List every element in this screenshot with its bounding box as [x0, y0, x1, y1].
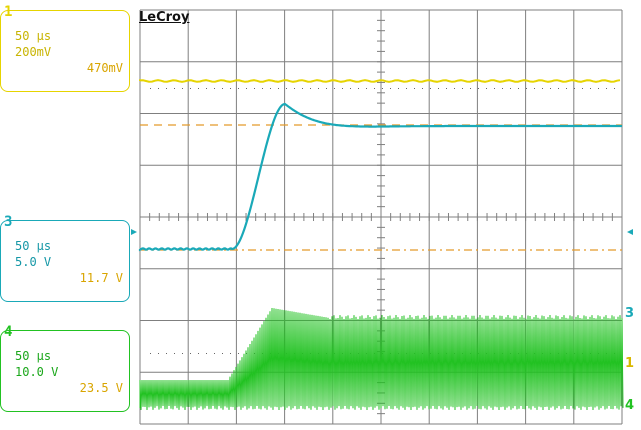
dot-mark: [390, 88, 391, 89]
channel-1-offset: 470mV: [86, 61, 123, 75]
dot-mark: [470, 88, 471, 89]
dot-mark: [574, 88, 575, 89]
dot-mark: [150, 353, 151, 354]
dot-mark: [550, 88, 551, 89]
dot-mark: [414, 88, 415, 89]
dot-mark: [446, 88, 447, 89]
dot-mark: [262, 88, 263, 89]
dot-mark: [334, 88, 335, 89]
dot-mark: [614, 88, 615, 89]
dot-mark: [198, 353, 199, 354]
right-marker-ch4: 4: [625, 398, 635, 413]
dot-mark: [398, 88, 399, 89]
channel-3-panel[interactable]: 3 50 µs 5.0 V 11.7 V: [0, 215, 130, 302]
dot-mark: [182, 353, 183, 354]
dot-mark: [326, 88, 327, 89]
dot-mark: [150, 88, 151, 89]
channel-3-scale: 5.0 V: [15, 255, 52, 269]
dot-mark: [286, 88, 287, 89]
dot-mark: [366, 88, 367, 89]
dot-mark: [486, 88, 487, 89]
dot-mark: [222, 88, 223, 89]
channel-4-scale: 10.0 V: [15, 365, 59, 379]
dot-mark: [542, 88, 543, 89]
dot-mark: [174, 353, 175, 354]
dot-mark: [214, 88, 215, 89]
channel-1-waveform: [139, 79, 621, 83]
dot-mark: [438, 88, 439, 89]
channel-3-waveform: [138, 102, 622, 252]
channel-3-left-marker-icon[interactable]: [131, 229, 137, 235]
dot-mark: [422, 88, 423, 89]
dot-mark: [254, 88, 255, 89]
right-marker-ch3: 3: [625, 306, 635, 321]
dot-mark: [430, 88, 431, 89]
dot-mark: [278, 88, 279, 89]
channel-3-offset: 11.7 V: [79, 271, 123, 285]
dot-mark: [342, 88, 343, 89]
dot-mark: [174, 88, 175, 89]
dot-mark: [534, 88, 535, 89]
dot-mark: [566, 88, 567, 89]
channel-1-panel[interactable]: 1 50 µs 200mV 470mV: [0, 5, 130, 92]
dot-mark: [190, 353, 191, 354]
dot-mark: [230, 88, 231, 89]
channel-1-timebase: 50 µs: [15, 29, 52, 43]
channel-4-waveform: [139, 307, 624, 411]
dot-mark: [606, 88, 607, 89]
dot-mark: [558, 88, 559, 89]
dot-mark: [238, 353, 239, 354]
dot-mark: [222, 353, 223, 354]
channel-1-scale: 200mV: [15, 45, 52, 59]
channel-3-right-marker-icon[interactable]: [627, 229, 633, 235]
dot-mark: [198, 88, 199, 89]
dot-mark: [502, 88, 503, 89]
dot-mark: [406, 88, 407, 89]
dot-mark: [526, 88, 527, 89]
dot-mark: [358, 88, 359, 89]
dot-mark: [214, 353, 215, 354]
dot-mark: [166, 353, 167, 354]
dot-mark: [374, 88, 375, 89]
channel-3-label: 3: [4, 214, 13, 230]
dot-mark: [238, 88, 239, 89]
dot-mark: [166, 88, 167, 89]
dot-mark: [494, 88, 495, 89]
channel-4-timebase: 50 µs: [15, 349, 52, 363]
dot-mark: [294, 88, 295, 89]
dot-mark: [190, 88, 191, 89]
brand-logo: LeCroy: [139, 10, 190, 25]
dot-mark: [462, 88, 463, 89]
channel-4-panel[interactable]: 4 50 µs 10.0 V 23.5 V: [0, 325, 130, 412]
dot-mark: [206, 353, 207, 354]
dot-mark: [158, 353, 159, 354]
dot-mark: [598, 88, 599, 89]
dot-mark: [246, 88, 247, 89]
channel-4-offset: 23.5 V: [79, 381, 123, 395]
dot-mark: [230, 353, 231, 354]
channel-4-label: 4: [4, 324, 13, 340]
channel-3-timebase: 50 µs: [15, 239, 52, 253]
dot-mark: [318, 88, 319, 89]
dot-mark: [382, 88, 383, 89]
dot-mark: [206, 88, 207, 89]
dot-mark: [270, 88, 271, 89]
dot-mark: [302, 88, 303, 89]
dot-mark: [582, 88, 583, 89]
channel-1-label: 1: [4, 4, 13, 20]
dot-mark: [454, 88, 455, 89]
dot-mark: [478, 88, 479, 89]
dot-mark: [310, 88, 311, 89]
dot-mark: [518, 88, 519, 89]
dot-mark: [350, 88, 351, 89]
right-marker-ch1: 1: [625, 356, 635, 371]
dot-mark: [510, 88, 511, 89]
dot-mark: [182, 88, 183, 89]
dot-mark: [590, 88, 591, 89]
dot-mark: [158, 88, 159, 89]
